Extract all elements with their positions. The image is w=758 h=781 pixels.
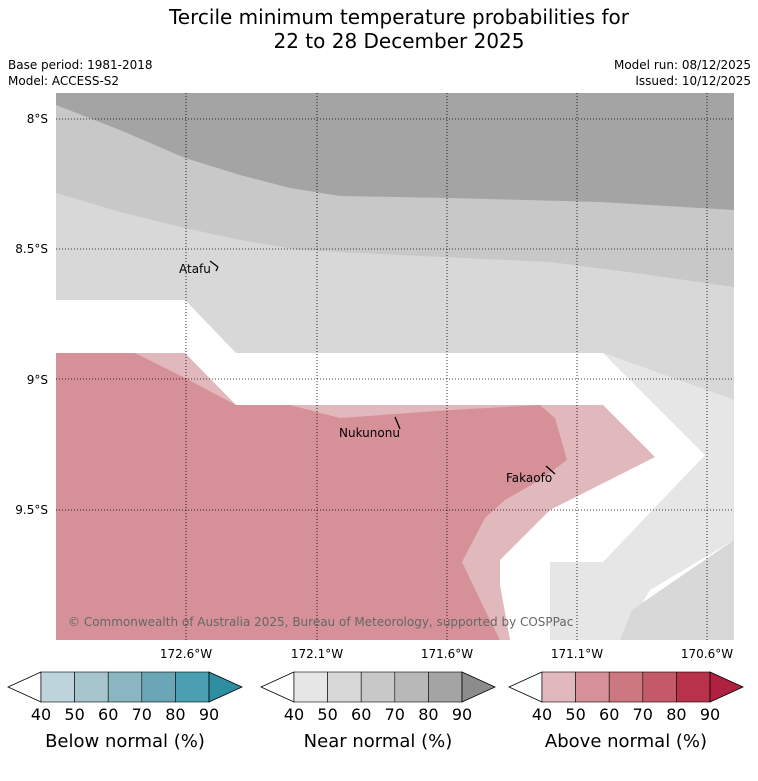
colorbar-swatch <box>360 671 396 703</box>
colorbar-tick-label: 50 <box>64 705 84 724</box>
colorbar-tick-label: 70 <box>132 705 152 724</box>
colorbar-swatch <box>327 671 362 703</box>
colorbar-tick-label: 60 <box>98 705 118 724</box>
lon-tick-label: 171.6°W <box>421 647 473 661</box>
title-line-1: Tercile minimum temperature probabilitie… <box>168 5 630 29</box>
title-line-2: 22 to 28 December 2025 <box>273 29 525 53</box>
above-normal-colorbar: 40 50 60 70 80 90 Above normal (%) <box>508 671 744 752</box>
colorbar-tick-label: 80 <box>666 705 686 724</box>
colorbar-over-extension <box>208 671 243 703</box>
probability-field <box>56 93 734 640</box>
colorbar-tick-label: 90 <box>452 705 472 724</box>
colorbar-under-extension <box>7 671 42 703</box>
lon-tick-label: 171.1°W <box>551 647 603 661</box>
colorbar-tick-label: 60 <box>351 705 371 724</box>
colorbar-under-extension <box>508 671 543 703</box>
colorbar-tick-label: 40 <box>532 705 552 724</box>
colorbar-tick-label: 70 <box>385 705 405 724</box>
atafu-marker-tail <box>215 266 219 272</box>
colorbar-tick-label: 40 <box>31 705 51 724</box>
lon-tick-label: 172.1°W <box>291 647 343 661</box>
colorbar-swatch <box>175 671 210 703</box>
nukunonu-marker <box>394 416 401 430</box>
near-normal-colorbar: 40 50 60 70 80 90 Near normal (%) <box>260 671 496 752</box>
near-normal-50-south-region <box>620 540 734 640</box>
island-markers <box>209 260 556 475</box>
colorbar-swatch <box>40 671 75 703</box>
above-normal-colorbar-title: Above normal (%) <box>545 731 707 752</box>
colorbar-swatch <box>107 671 143 703</box>
colorbar-swatch <box>575 671 610 703</box>
colorbar-swatch <box>608 671 644 703</box>
colorbar-swatch <box>293 671 328 703</box>
left-meta: Base period: 1981-2018 Model: ACCESS-S2 <box>8 57 153 89</box>
copyright-notice: © Commonwealth of Australia 2025, Bureau… <box>68 615 573 629</box>
graticule <box>56 93 734 640</box>
colorbar-over-extension <box>709 671 744 703</box>
colorbar-swatch <box>74 671 109 703</box>
atafu-marker <box>209 260 219 268</box>
above-normal-50-region <box>56 353 567 640</box>
colorbar-swatch <box>428 671 463 703</box>
lat-tick-label: 9.5°S <box>15 503 48 517</box>
colorbar-tick-label: 80 <box>165 705 185 724</box>
colorbars: 40 50 60 70 80 90 Below normal (%) 40 50 60 70 80 90… <box>7 671 744 752</box>
colorbar-tick-label: 70 <box>633 705 653 724</box>
colorbar-tick-label: 40 <box>284 705 304 724</box>
place-label-nukunonu: Nukunonu <box>339 426 400 440</box>
below-normal-colorbar-title: Below normal (%) <box>45 731 205 752</box>
lat-tick-label: 8°S <box>27 112 48 126</box>
colorbar-tick-label: 60 <box>599 705 619 724</box>
colorbar-swatch <box>394 671 429 703</box>
colorbar-tick-label: 80 <box>418 705 438 724</box>
model-run: Model run: 08/12/2025 <box>613 58 751 72</box>
colorbar-swatch <box>541 671 576 703</box>
base-period: Base period: 1981-2018 <box>8 58 153 72</box>
model-name: Model: ACCESS-S2 <box>8 74 120 88</box>
colorbar-tick-label: 50 <box>565 705 585 724</box>
colorbar-tick-label: 90 <box>700 705 720 724</box>
place-label-fakaofo: Fakaofo <box>506 471 552 485</box>
chart-title: Tercile minimum temperature probabilitie… <box>0 5 758 53</box>
colorbar-swatch <box>141 671 176 703</box>
right-meta: Model run: 08/12/2025 Issued: 10/12/2025 <box>614 57 751 89</box>
lat-tick-label: 8.5°S <box>15 242 48 256</box>
place-label-atafu: Atafu <box>179 262 211 276</box>
colorbar-tick-label: 90 <box>199 705 219 724</box>
colorbar-under-extension <box>260 671 295 703</box>
lon-tick-label: 170.6°W <box>681 647 733 661</box>
colorbar-swatch <box>642 671 677 703</box>
near-normal-40-region <box>550 353 734 640</box>
near-normal-colorbar-title: Near normal (%) <box>304 731 453 752</box>
lat-tick-label: 9°S <box>27 373 48 387</box>
fakaofo-marker <box>545 465 556 475</box>
colorbar-swatch <box>676 671 711 703</box>
below-normal-colorbar: 40 50 60 70 80 90 Below normal (%) <box>7 671 243 752</box>
lon-tick-label: 172.6°W <box>160 647 212 661</box>
issued-date: Issued: 10/12/2025 <box>635 74 751 88</box>
colorbar-over-extension <box>461 671 496 703</box>
colorbar-tick-label: 50 <box>317 705 337 724</box>
